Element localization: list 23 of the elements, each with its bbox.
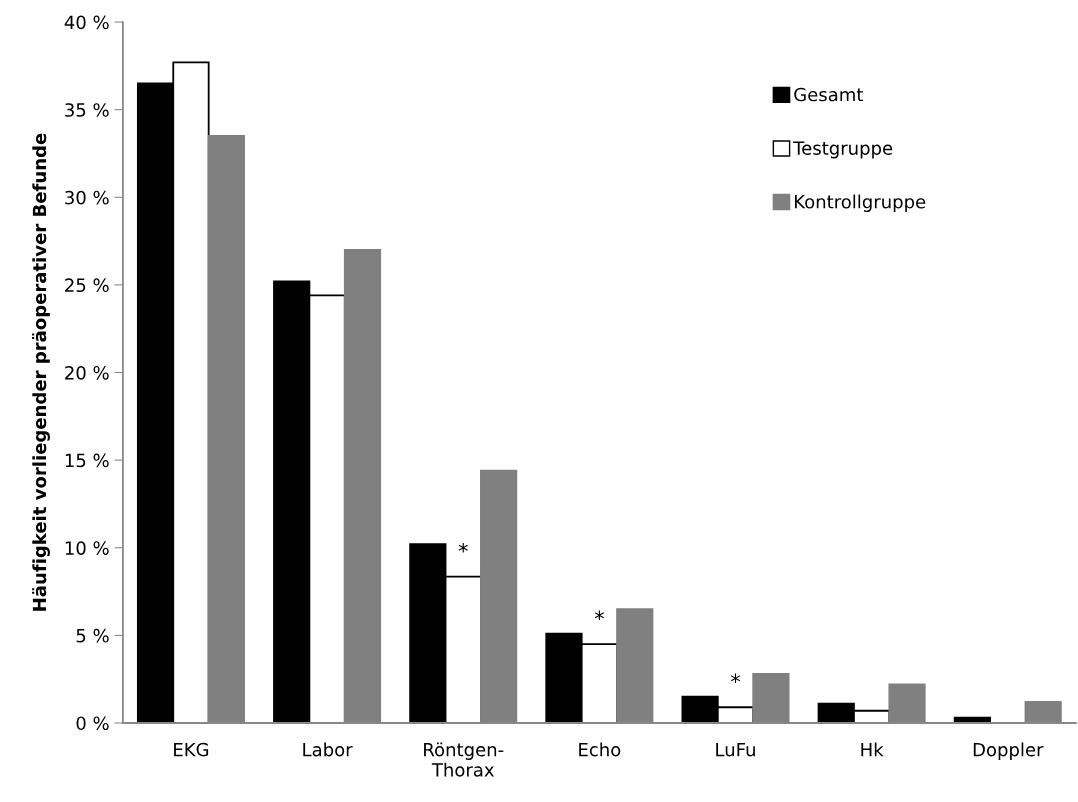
x-tick-label: EKG [174,742,209,757]
x-tick-label: Röntgen- Thorax [424,742,504,777]
y-tick-label: 20 % [65,365,109,380]
x-tick-label: LuFu [716,743,755,757]
y-tick-label: 25 % [65,278,109,293]
legend-label: Gesamt [794,87,864,102]
x-tick-label: Doppler [973,742,1044,760]
legend-label: Kontrollgruppe [794,194,926,213]
y-tick-label: 0 % [76,716,109,731]
y-axis-title: Häufigkeit vorliegender präoperativer Befunde [32,133,50,611]
legend-label: Testgruppe [793,141,893,159]
y-tick-label: 35 % [65,103,109,117]
y-tick-label: 10 % [65,541,109,555]
annotation: * [730,673,741,684]
y-tick-label: 30 % [65,190,109,205]
x-tick-label: Labor [303,742,353,757]
annotation: * [458,543,468,553]
y-tick-label: 15 % [65,453,109,468]
y-tick-label: 40 % [64,15,109,30]
x-tick-label: Echo [579,742,621,757]
annotation: * [594,610,604,620]
y-tick-label: 5 % [76,628,109,643]
x-tick-label: Hk [861,742,884,757]
